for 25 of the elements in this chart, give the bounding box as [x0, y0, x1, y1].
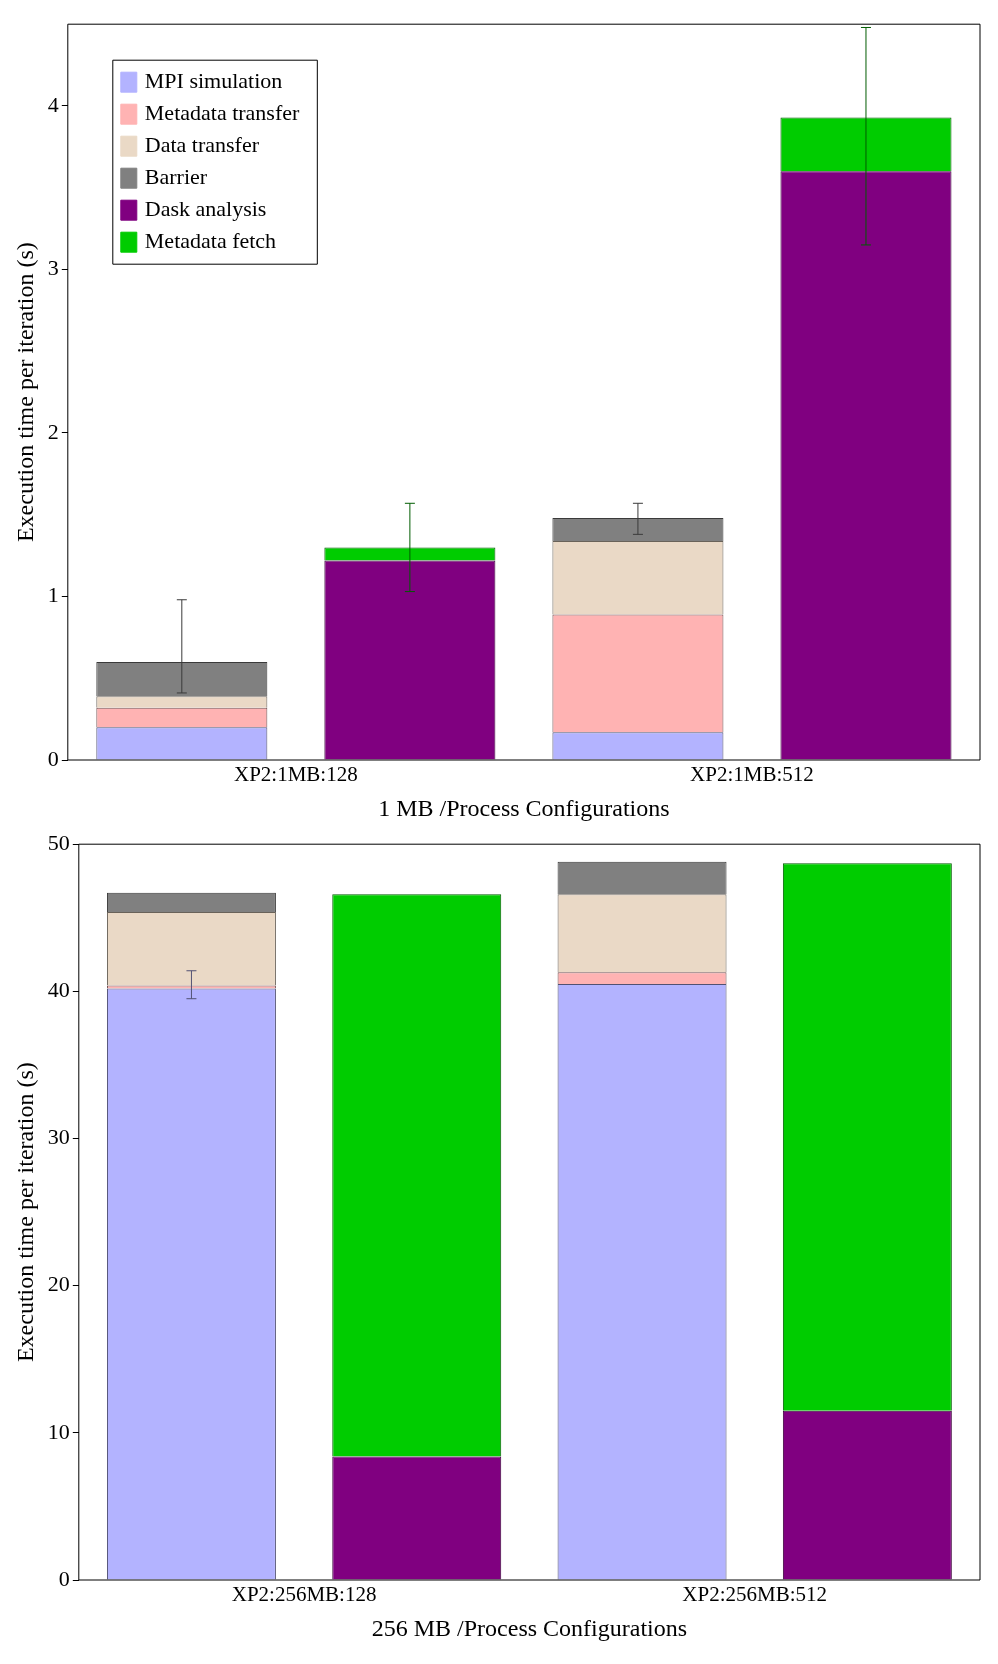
legend-label: Metadata transfer: [144, 99, 300, 125]
y-tick-label: 4: [47, 91, 59, 117]
x-axis-title: 1 MB /Process Configurations: [378, 794, 670, 821]
legend-label: Barrier: [144, 163, 208, 189]
legend-label: Dask analysis: [144, 195, 267, 221]
x-tick-label: XP2:256MB:512: [682, 1582, 828, 1607]
y-axis-title: Execution time per iteration (s): [11, 1062, 38, 1363]
y-tick-label: 0: [58, 1565, 70, 1591]
y-axis-title: Execution time per iteration (s): [11, 242, 38, 543]
legend-label: MPI simulation: [144, 67, 283, 93]
y-tick-label: 10: [47, 1418, 70, 1444]
x-tick-label: XP2:1MB:512: [690, 762, 814, 787]
y-tick-label: 1: [47, 582, 59, 608]
x-tick-label: XP2:1MB:128: [234, 762, 358, 787]
legend-label: Metadata fetch: [144, 227, 277, 253]
y-tick-label: 0: [47, 745, 59, 771]
y-tick-label: 30: [47, 1124, 70, 1150]
x-tick-label: XP2:256MB:128: [231, 1582, 377, 1607]
x-axis-title: 256 MB /Process Configurations: [371, 1614, 688, 1641]
legend-label: Data transfer: [144, 131, 260, 157]
y-tick-label: 2: [47, 418, 59, 444]
y-tick-label: 20: [47, 1271, 70, 1297]
y-tick-label: 3: [47, 255, 59, 281]
y-tick-label: 50: [47, 829, 70, 855]
y-tick-label: 40: [47, 977, 70, 1003]
